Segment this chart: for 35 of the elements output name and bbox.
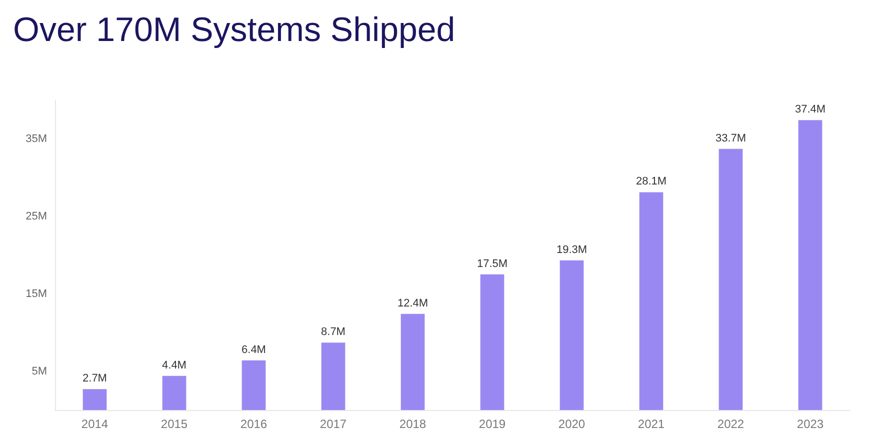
data-label: 6.4M [242,344,266,356]
data-label: 17.5M [476,258,508,270]
x-tick-label: 2023 [796,417,824,431]
bar [321,342,346,410]
bar [242,360,266,410]
bar [400,314,425,410]
data-label: 37.4M [794,104,826,116]
x-tick-label: 2020 [558,417,586,431]
data-label: 19.3M [556,244,588,256]
bar [798,120,822,410]
x-tick-label: 2021 [638,417,665,431]
x-tick-label: 2018 [399,417,426,431]
data-label: 28.1M [636,176,667,188]
x-tick-label: 2016 [240,417,268,431]
x-tick-label: 2022 [717,417,744,431]
bar [718,148,743,410]
data-label: 2.7M [82,372,107,385]
bar [639,192,664,410]
y-tick-label: 5M [32,365,47,378]
bar [82,389,107,410]
bar [560,260,584,410]
y-tick-label: 35M [26,132,47,145]
data-label: 12.4M [397,297,428,310]
data-label: 4.4M [162,359,186,372]
data-label: 33.7M [715,132,746,144]
bar [480,274,504,410]
chart-title: Over 170M Systems Shipped [13,11,456,49]
x-tick-label: 2015 [160,417,188,431]
data-label: 8.7M [321,326,346,338]
x-tick-label: 2014 [81,417,108,431]
y-tick-label: 15M [26,288,47,300]
x-tick-label: 2019 [478,417,506,431]
x-tick-label: 2017 [320,417,347,431]
bar [162,376,186,410]
y-tick-label: 25M [26,210,47,222]
